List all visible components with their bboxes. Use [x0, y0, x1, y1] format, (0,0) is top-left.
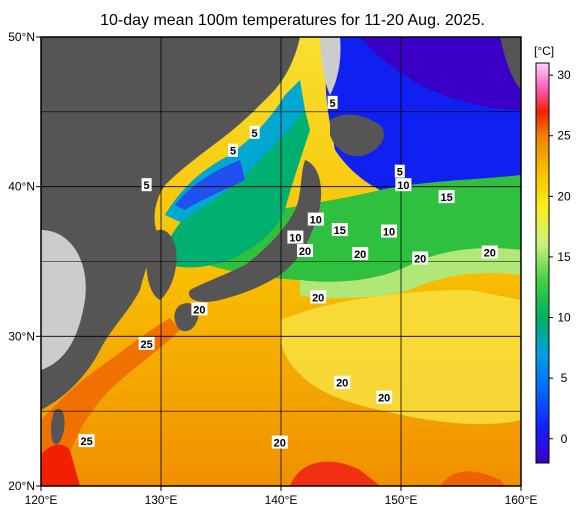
map-title: 10-day mean 100m temperatures for 11-20 …	[100, 12, 485, 29]
y-tick-label-1: 40°N	[8, 180, 35, 194]
contour-label-9: 10	[383, 227, 395, 239]
contour-label-3: 5	[144, 180, 150, 192]
sea-of-japan-south	[160, 110, 310, 268]
contour-label-17: 25	[140, 339, 152, 351]
contour-label-1: 5	[252, 128, 258, 140]
contour-label-bg-11	[297, 244, 313, 258]
contour-label-10: 10	[289, 233, 301, 245]
land-sakhalin	[320, 37, 341, 95]
hot-spot-se	[440, 471, 505, 486]
contour-label-8: 15	[334, 225, 346, 237]
contour-label-bg-13	[412, 251, 429, 265]
contour-label-13: 20	[414, 254, 426, 266]
pale-yellow-region	[280, 290, 521, 425]
colorbar-tick-label-0: 30	[557, 68, 571, 82]
x-tick-label-0: 120°E	[25, 493, 58, 507]
contour-label-bg-8	[331, 223, 348, 237]
y-tick-label-0: 50°N	[8, 30, 35, 44]
contour-label-5: 10	[397, 180, 409, 192]
land-honshu	[189, 160, 322, 302]
contour-label-20: 20	[274, 438, 286, 450]
contour-label-14: 20	[484, 248, 496, 260]
contour-label-2: 5	[230, 146, 236, 158]
contour-label-bg-5	[395, 178, 412, 192]
x-axis: 120°E 130°E 140°E 150°E 160°E	[25, 486, 538, 507]
colorbar: [°C] 30 25 20 15 10 5 0	[534, 44, 571, 464]
hot-spot-sw	[41, 444, 80, 486]
contour-label-bg-21	[78, 434, 95, 448]
land-taiwan	[51, 408, 65, 445]
colorbar-gradient	[535, 62, 550, 464]
contour-label-18: 20	[336, 378, 348, 390]
land-kamchatka	[500, 37, 521, 90]
land-hokkaido	[330, 114, 385, 157]
x-tick-label-3: 150°E	[385, 493, 418, 507]
contour-label-bg-17	[138, 336, 155, 350]
contour-label-0: 5	[330, 98, 336, 110]
contour-label-21: 25	[80, 436, 92, 448]
contour-label-15: 20	[312, 292, 324, 304]
land-china-coast	[41, 230, 86, 370]
contour-label-7: 10	[310, 215, 322, 227]
x-tick-label-1: 130°E	[145, 493, 178, 507]
colorbar-tick-label-4: 10	[557, 311, 571, 325]
contour-label-bg-3	[141, 178, 152, 192]
contour-label-bg-20	[271, 435, 288, 449]
contour-label-6: 15	[440, 192, 452, 204]
contour-label-bg-6	[438, 190, 455, 204]
contour-label-bg-1	[249, 125, 260, 139]
map-grid	[41, 37, 521, 486]
colorbar-tick-label-1: 25	[557, 129, 571, 143]
y-axis: 50°N 40°N 30°N 20°N	[8, 30, 41, 493]
colorbar-unit: [°C]	[534, 44, 554, 58]
x-tick-label-2: 140°E	[265, 493, 298, 507]
y-tick-label-3: 20°N	[8, 479, 35, 493]
contour-label-4: 5	[397, 167, 403, 179]
sea-of-japan-cold	[175, 160, 245, 210]
contour-label-bg-14	[481, 245, 498, 259]
colorbar-tick-label-3: 15	[557, 250, 571, 264]
contour-label-bg-7	[307, 212, 324, 226]
contour-label-bg-18	[334, 375, 351, 389]
contour-label-bg-19	[376, 390, 393, 404]
land-korea	[146, 229, 177, 300]
contour-label-12: 20	[354, 249, 366, 261]
colorbar-ticks: 30 25 20 15 10 5 0	[549, 68, 571, 446]
transition-light-green	[300, 248, 521, 299]
contour-label-19: 20	[378, 393, 390, 405]
contour-label-11: 20	[299, 246, 311, 258]
contour-label-bg-16	[191, 302, 208, 316]
contour-label-bg-9	[381, 224, 397, 238]
contour-label-bg-2	[228, 143, 238, 157]
y-tick-label-2: 30°N	[8, 329, 35, 343]
deep-cold-region	[360, 37, 521, 110]
hot-spot-s	[290, 461, 380, 486]
contour-label-bg-15	[310, 290, 327, 304]
contour-label-bg-10	[287, 230, 304, 244]
contour-label-bg-0	[327, 95, 338, 109]
contour-label-bg-12	[352, 247, 369, 261]
contour-label-bg-4	[394, 164, 405, 178]
colorbar-tick-label-5: 5	[561, 371, 568, 385]
land-asia	[41, 37, 300, 410]
colorbar-tick-label-2: 20	[557, 189, 571, 203]
x-tick-label-4: 160°E	[505, 493, 538, 507]
colorbar-tick-label-6: 0	[561, 432, 568, 446]
contour-label-16: 20	[193, 304, 205, 316]
